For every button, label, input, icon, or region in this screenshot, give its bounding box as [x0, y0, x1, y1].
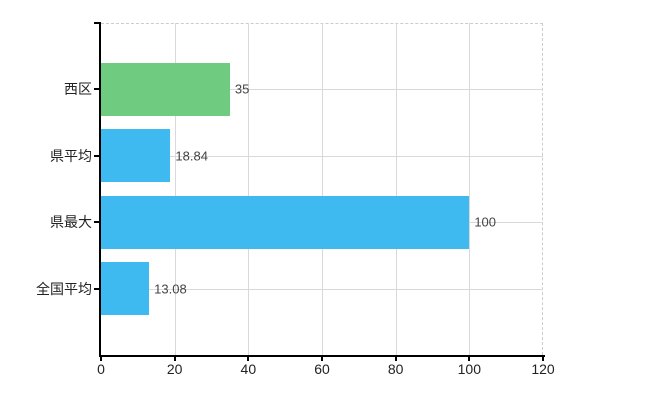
plot-area: 35 18.84 100 13.08: [101, 23, 543, 355]
y-category-label: 全国平均: [36, 280, 92, 297]
h-gridline: [101, 89, 543, 91]
y-tick-mark: [94, 287, 101, 290]
bar: [101, 62, 230, 116]
bar: [101, 129, 171, 183]
y-axis-line: [99, 22, 101, 357]
x-tick-label: 100: [457, 361, 482, 377]
x-tick-label: 0: [97, 361, 105, 377]
x-tick-mark: [173, 355, 176, 361]
x-tick-label: 40: [240, 361, 257, 377]
x-tick-mark: [468, 355, 471, 361]
h-gridline: [101, 288, 543, 290]
v-gridline: [395, 23, 397, 355]
bar-value-label: 18.84: [175, 148, 208, 164]
v-gridline: [322, 23, 323, 355]
x-tick-mark: [247, 355, 250, 361]
x-tick-label: 20: [166, 361, 183, 377]
v-gridline: [469, 23, 471, 355]
v-gridline: [174, 23, 176, 355]
x-tick-mark: [394, 355, 397, 361]
x-tick-label: 60: [314, 361, 330, 377]
x-tick-mark: [542, 355, 544, 361]
y-category-label: 県平均: [50, 147, 92, 164]
h-gridline: [101, 155, 543, 157]
x-tick-mark: [100, 355, 102, 361]
plot-border-right: [542, 23, 543, 355]
v-gridline: [248, 23, 250, 355]
y-tick-mark: [94, 221, 101, 224]
bar: [101, 262, 150, 316]
y-category-label: 西区: [64, 81, 92, 98]
bar: [101, 195, 470, 249]
bar-value-label: 13.08: [154, 281, 187, 297]
y-category-label: 県最大: [50, 214, 92, 231]
bar-value-label: 35: [234, 81, 250, 97]
y-tick-mark: [94, 154, 101, 157]
x-tick-label: 120: [531, 361, 555, 377]
x-tick-mark: [321, 355, 323, 361]
y-tick-mark: [94, 88, 101, 91]
bar-value-label: 100: [474, 214, 497, 230]
x-tick-label: 80: [387, 361, 404, 377]
y-axis-cap-tick: [94, 22, 101, 24]
